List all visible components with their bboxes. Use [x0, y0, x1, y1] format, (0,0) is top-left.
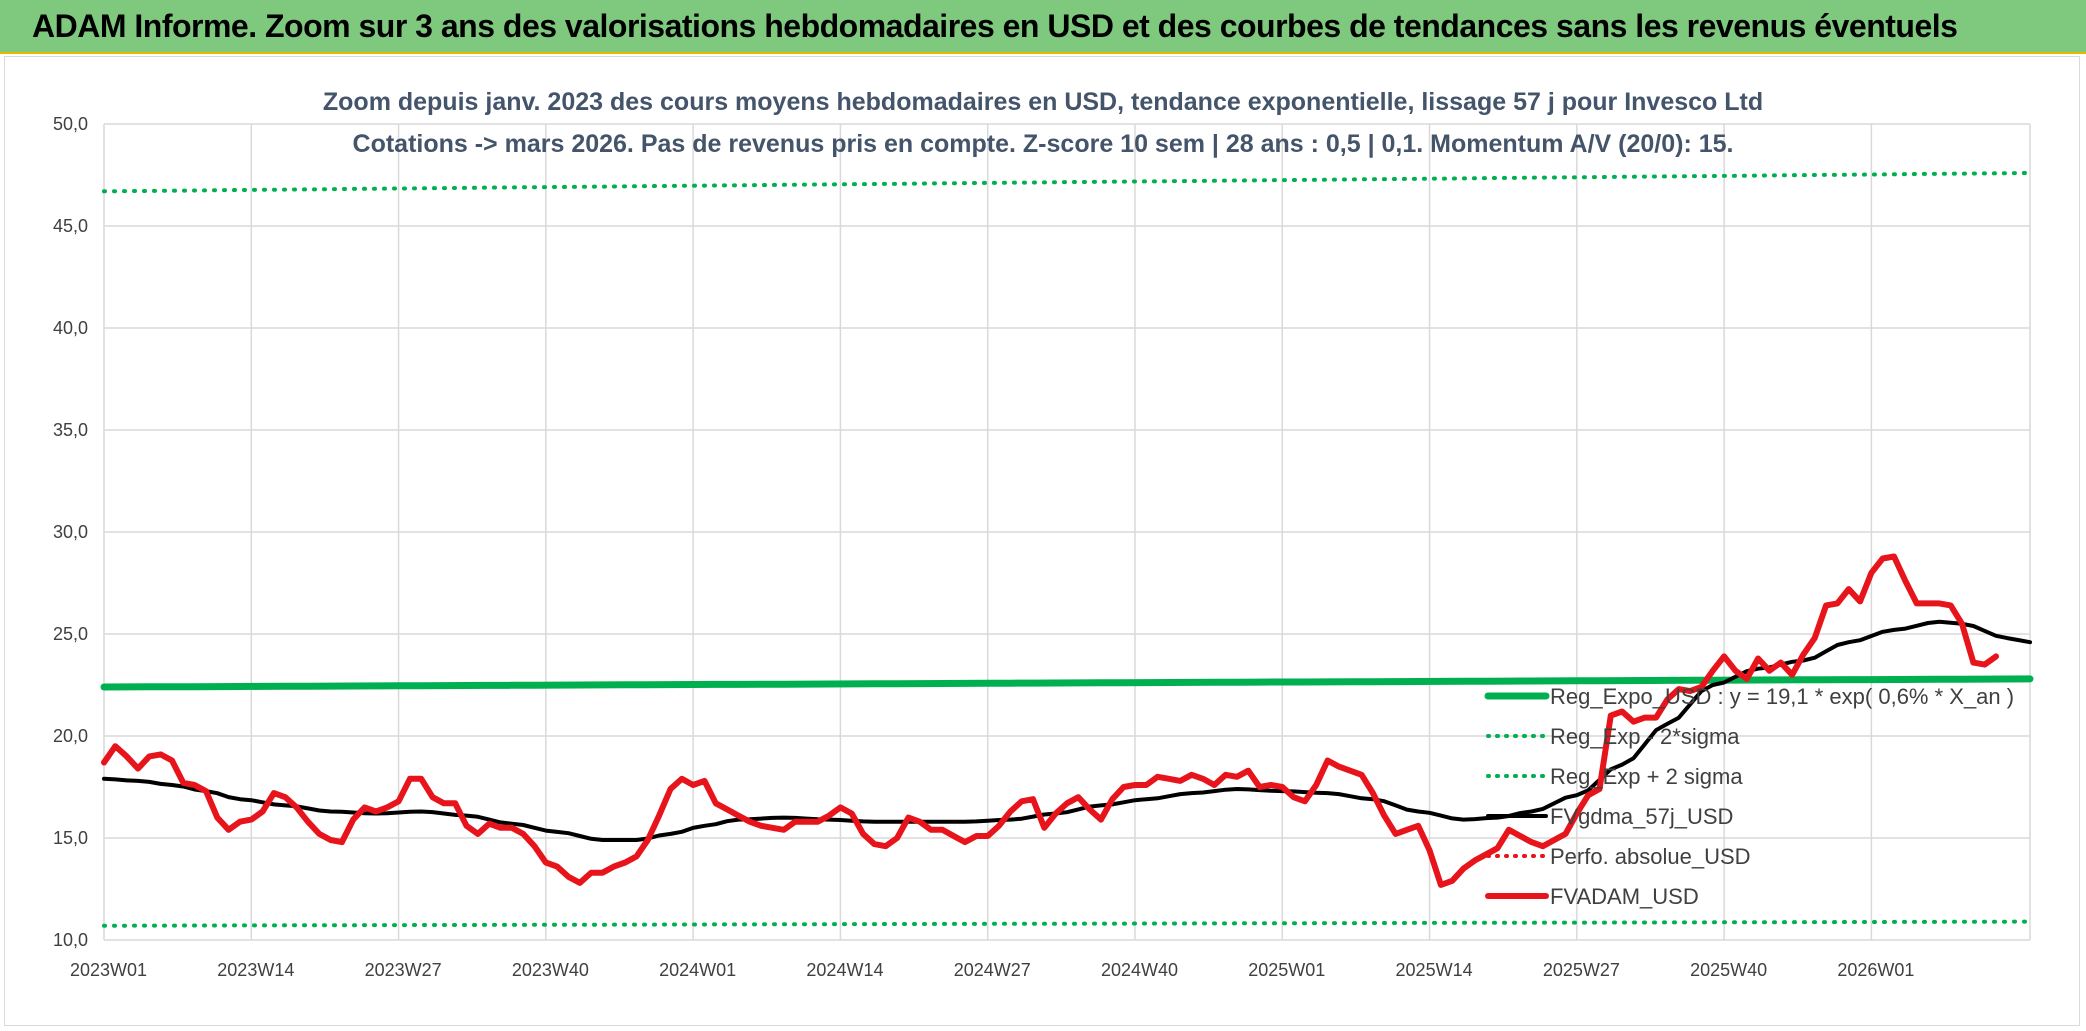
report-title: ADAM Informe. Zoom sur 3 ans des valoris…: [32, 8, 1958, 44]
y-tick-label: 15,0: [53, 828, 88, 848]
x-tick-label: 2025W01: [1248, 960, 1325, 980]
series-line-5: [101, 553, 1999, 888]
chart-subtitle: Cotations -> mars 2026. Pas de revenus p…: [353, 130, 1734, 158]
chart-grid: [103, 123, 2031, 941]
y-tick-label: 30,0: [53, 522, 88, 542]
legend-label-5: FVADAM_USD: [1550, 884, 1699, 909]
x-tick-label: 2025W40: [1690, 960, 1767, 980]
x-tick-label: 2024W01: [659, 960, 736, 980]
legend-label-0: Reg_Expo_USD : y = 19,1 * exp( 0,6% * X_…: [1550, 684, 2014, 709]
y-tick-label: 35,0: [53, 420, 88, 440]
series-line-3: [102, 619, 2032, 842]
x-tick-label: 2023W27: [365, 960, 442, 980]
x-tick-label: 2023W01: [70, 960, 147, 980]
x-tick-label: 2026W01: [1837, 960, 1914, 980]
x-tick-label: 2023W14: [217, 960, 294, 980]
legend-label-2: Reg_Exp + 2 sigma: [1550, 764, 1743, 789]
x-axis: 2023W01 2023W14 2023W27 2023W40 2024W01 2024W…: [70, 960, 1914, 980]
x-tick-label: 2023W40: [512, 960, 589, 980]
chart-title: Zoom depuis janv. 2023 des cours moyens …: [323, 88, 1763, 116]
x-tick-label: 2024W14: [806, 960, 883, 980]
x-tick-label: 2024W40: [1101, 960, 1178, 980]
y-tick-label: 50,0: [53, 114, 88, 134]
y-tick-label: 40,0: [53, 318, 88, 338]
chart-series: [100, 171, 2034, 928]
chart-frame: [4, 56, 2080, 1026]
x-tick-label: 2025W14: [1396, 960, 1473, 980]
y-axis: 10,0 15,0 20,0 25,0 30,0 35,0 40,0 45,0 50,0: [53, 114, 88, 950]
y-tick-label: 20,0: [53, 726, 88, 746]
report-banner: ADAM Informe. Zoom sur 3 ans des valoris…: [0, 0, 2086, 54]
legend-label-4: Perfo. absolue_USD: [1550, 844, 1751, 869]
chart-legend: Reg_Expo_USD : y = 19,1 * exp( 0,6% * X_…: [1484, 684, 2014, 909]
x-tick-label: 2025W27: [1543, 960, 1620, 980]
legend-label-1: Reg_Exp - 2*sigma: [1550, 724, 1740, 749]
legend-label-3: FVgdma_57j_USD: [1550, 804, 1733, 829]
series-line-2: [102, 171, 2032, 194]
y-tick-label: 45,0: [53, 216, 88, 236]
x-tick-label: 2024W27: [954, 960, 1031, 980]
y-tick-label: 25,0: [53, 624, 88, 644]
y-tick-label: 10,0: [53, 930, 88, 950]
series-line-1: [102, 919, 2032, 928]
